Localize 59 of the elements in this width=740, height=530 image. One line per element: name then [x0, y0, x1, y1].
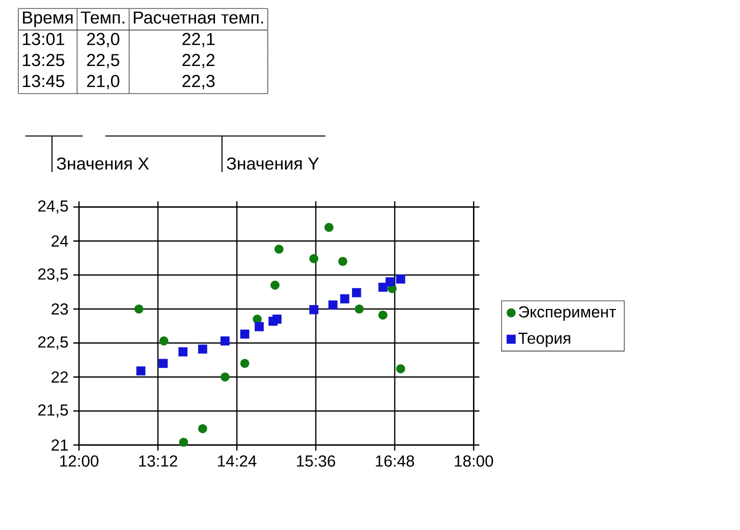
- point: [136, 366, 146, 376]
- y-tick-label: 24: [52, 235, 68, 247]
- x-tick-label: 12:00: [60, 455, 98, 467]
- text: 13:45: [22, 74, 64, 88]
- point: [254, 322, 264, 332]
- point: [324, 222, 334, 232]
- legend-label: Эксперимент: [518, 306, 616, 321]
- point: [378, 310, 388, 320]
- point: [178, 347, 188, 356]
- text: Значения Y: [226, 157, 319, 170]
- y-tick-label: 22,5: [38, 336, 68, 350]
- point: [274, 244, 284, 254]
- point: [270, 280, 280, 290]
- text: Расчетная темп.: [134, 12, 263, 24]
- y-tick-label: 21,5: [38, 404, 68, 418]
- legend-label: Теория: [518, 332, 570, 348]
- point: [220, 336, 230, 346]
- text: 21,0: [87, 74, 120, 90]
- point: [396, 364, 406, 374]
- y-tick-label: 23,5: [38, 268, 68, 282]
- point: [338, 256, 348, 266]
- y-tick-label: 24,5: [38, 200, 68, 214]
- point: [378, 282, 388, 292]
- point: [240, 358, 250, 368]
- point: [198, 344, 208, 354]
- text: 13:25: [22, 54, 64, 66]
- text: 22,5: [87, 54, 120, 68]
- point: [220, 372, 230, 382]
- point: [158, 358, 168, 368]
- point: [159, 336, 168, 346]
- y-tick-label: 23: [52, 303, 68, 315]
- x-tick-label: 14:24: [218, 455, 256, 467]
- point: [352, 288, 362, 298]
- text: 22,2: [182, 54, 214, 68]
- text: Время: [23, 12, 73, 28]
- point: [340, 294, 350, 304]
- text: 22,1: [182, 32, 215, 48]
- x-tick-label: 18:00: [454, 455, 494, 467]
- x-tick-label: 13:12: [139, 455, 178, 467]
- point: [309, 254, 318, 264]
- point: [272, 314, 282, 324]
- x-tick-label: 16:48: [376, 455, 414, 467]
- text: 22,3: [182, 74, 215, 90]
- point: [396, 274, 406, 284]
- y-tick-label: 21: [52, 439, 68, 451]
- point: [240, 330, 250, 339]
- point: [354, 304, 364, 314]
- text: Темп.: [80, 12, 124, 24]
- text: Значения X: [56, 157, 149, 170]
- point: [134, 304, 144, 314]
- point: [198, 424, 208, 434]
- point: [328, 300, 338, 310]
- text: 13:01: [22, 32, 64, 46]
- text: 23,0: [87, 32, 120, 48]
- x-tick-label: 15:36: [296, 455, 336, 467]
- point: [386, 277, 395, 286]
- point: [309, 305, 318, 314]
- point: [179, 438, 188, 447]
- y-tick-label: 22: [52, 371, 68, 383]
